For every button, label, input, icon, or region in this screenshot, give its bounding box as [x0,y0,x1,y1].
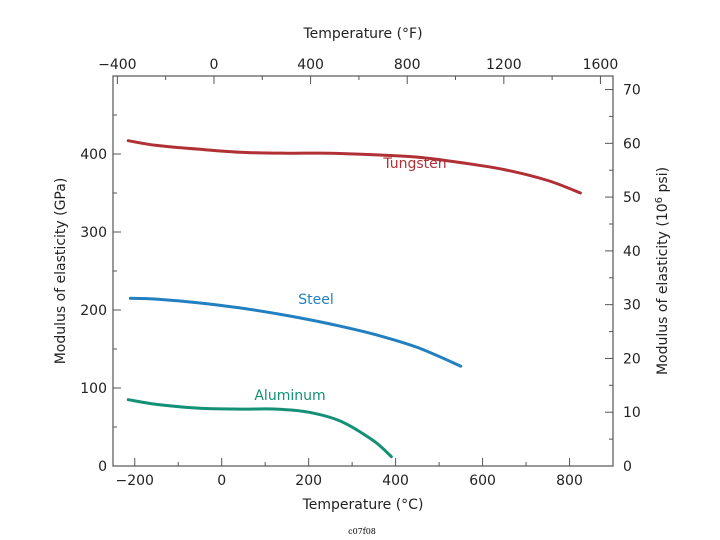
series-layer [126,139,582,459]
series-line-steel [128,296,463,368]
x2-tick-label: 1600 [583,57,619,73]
y2-tick-label: 50 [623,190,641,206]
x2-tick-label: −400 [98,57,136,73]
series-label-tungsten: Tungsten [382,156,446,172]
x-tick-label: −200 [116,473,154,489]
y2-tick-label: 10 [623,405,641,421]
series-label-aluminum: Aluminum [254,388,325,404]
y2-axis-title-main: Modulus of elasticity (10 [655,203,671,375]
series-line-aluminum [126,398,393,459]
labels-layer: Tungsten Steel Aluminum [254,156,446,404]
figure-caption: c07f08 [348,527,376,536]
x-tick-label: 0 [217,473,226,489]
x2-tick-label: 0 [210,57,219,73]
y-axis-title: Modulus of elasticity (GPa) [53,178,69,365]
x-axis-title: Temperature (°C) [302,497,424,513]
y2-axis-title: Modulus of elasticity (106 psi) [654,167,671,375]
y-tick-label: 100 [80,381,107,397]
y2-tick-label: 40 [623,244,641,260]
x2-axis-title: Temperature (°F) [302,26,422,42]
series-line-tungsten [126,139,582,195]
x2-tick-label: 400 [297,57,324,73]
y-tick-label: 400 [80,147,107,163]
y2-tick-label: 20 [623,351,641,367]
x-tick-label: 200 [295,473,322,489]
x2-tick-label: 800 [394,57,421,73]
y-tick-label: 300 [80,225,107,241]
y-tick-label: 0 [98,459,107,475]
x2-tick-label: 1200 [486,57,522,73]
x-tick-label: 800 [556,473,583,489]
x-tick-label: 600 [469,473,496,489]
y2-axis-title-sup: 6 [654,197,665,203]
y2-tick-label: 70 [623,83,641,99]
x-tick-label: 400 [382,473,409,489]
y2-tick-label: 30 [623,298,641,314]
y2-axis-title-end: psi) [655,167,671,197]
y2-tick-label: 0 [623,459,632,475]
y2-tick-label: 60 [623,136,641,152]
series-label-steel: Steel [298,292,334,308]
ticks-layer: −200 0 200 400 600 800−400 0 400 800 1200 16000100… [80,57,641,489]
y-tick-label: 200 [80,303,107,319]
